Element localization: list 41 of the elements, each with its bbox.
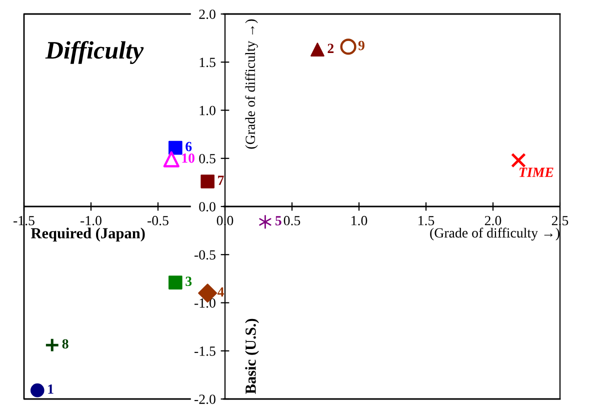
point — [168, 276, 182, 290]
y-tick-label: 1.0 — [200, 106, 216, 116]
y-tick-label: 1.5 — [200, 58, 216, 68]
point — [200, 174, 214, 188]
y-tick-label: -2.0 — [194, 394, 216, 404]
series-label: 4 — [217, 287, 224, 296]
y-tick-label: 2.0 — [199, 10, 216, 20]
series-label: 9 — [358, 40, 364, 50]
point — [30, 383, 44, 398]
annotation: Required (Japan) — [30, 228, 145, 242]
point — [310, 42, 324, 57]
series-label: 6 — [186, 142, 192, 152]
x-tick-label: 1.5 — [418, 216, 434, 226]
point — [259, 214, 272, 229]
y-tick-label: -1.5 — [194, 346, 216, 356]
point — [44, 338, 60, 353]
point — [163, 151, 180, 168]
point — [511, 152, 526, 168]
x-tick-label: -0.5 — [148, 216, 168, 226]
series-label: TIME — [519, 168, 554, 177]
x-tick-label: 0.5 — [284, 216, 300, 226]
x-tick-label: -1.0 — [80, 216, 102, 226]
y-tick-label: -1.0 — [194, 298, 216, 308]
x-axis-title: (Grade of difficulty →) — [430, 228, 560, 240]
y-tick-label: 0.0 — [199, 202, 216, 212]
series-label: 5 — [275, 216, 282, 226]
series-label: 2 — [328, 44, 334, 53]
point — [168, 140, 182, 155]
y-axis-title: (Grade of difficulty →) — [245, 19, 258, 149]
point — [340, 38, 356, 55]
series-label: 8 — [62, 339, 68, 349]
series-label: 7 — [218, 176, 224, 185]
x-tick-label: 1.0 — [352, 216, 368, 226]
series-label: 1 — [48, 384, 54, 394]
x-tick-label: 2.0 — [484, 216, 502, 226]
y-tick-label: -0.5 — [194, 250, 216, 260]
annotation: Basic (U.S.) — [245, 318, 259, 394]
series-label: 3 — [186, 276, 192, 286]
series-label: 10 — [182, 153, 194, 163]
y-tick-label: 0.5 — [199, 154, 216, 164]
text: Difficulty — [45, 40, 144, 64]
